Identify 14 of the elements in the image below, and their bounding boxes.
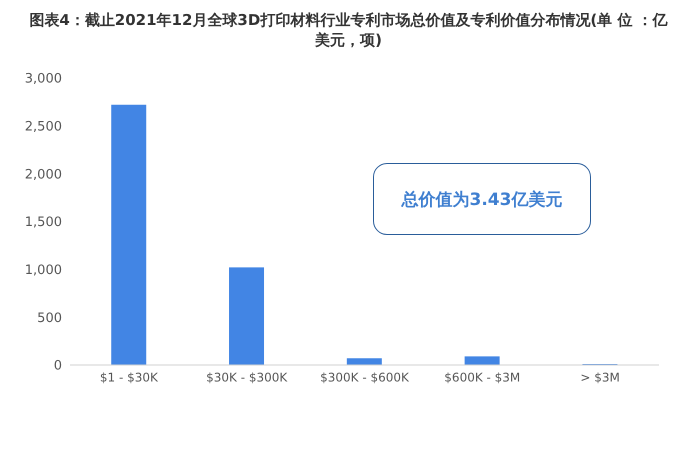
chart-title: 图表4：截止2021年12月全球3D打印材料行业专利市场总价值及专利价值分布情况(单 位 ：亿美元，项) bbox=[28, 10, 669, 50]
y-tick-label: 0 bbox=[54, 358, 62, 374]
y-tick-label: 2,500 bbox=[24, 119, 62, 134]
y-tick-label: 2,000 bbox=[24, 167, 62, 182]
x-tick-label: $600K - $3M bbox=[444, 370, 520, 385]
y-tick-label: 500 bbox=[37, 310, 62, 326]
x-tick-label: $30K - $300K bbox=[206, 370, 288, 385]
x-tick-label: $300K - $600K bbox=[320, 370, 410, 385]
y-tick-label: 1,500 bbox=[24, 215, 62, 230]
y-tick-label: 3,000 bbox=[24, 72, 62, 87]
x-tick-label: $1 - $30K bbox=[100, 370, 160, 385]
y-tick-label: 1,000 bbox=[24, 262, 62, 278]
annotation: 总价值为3.43亿美元 bbox=[373, 163, 591, 235]
x-tick-label: > $3M bbox=[580, 370, 620, 385]
